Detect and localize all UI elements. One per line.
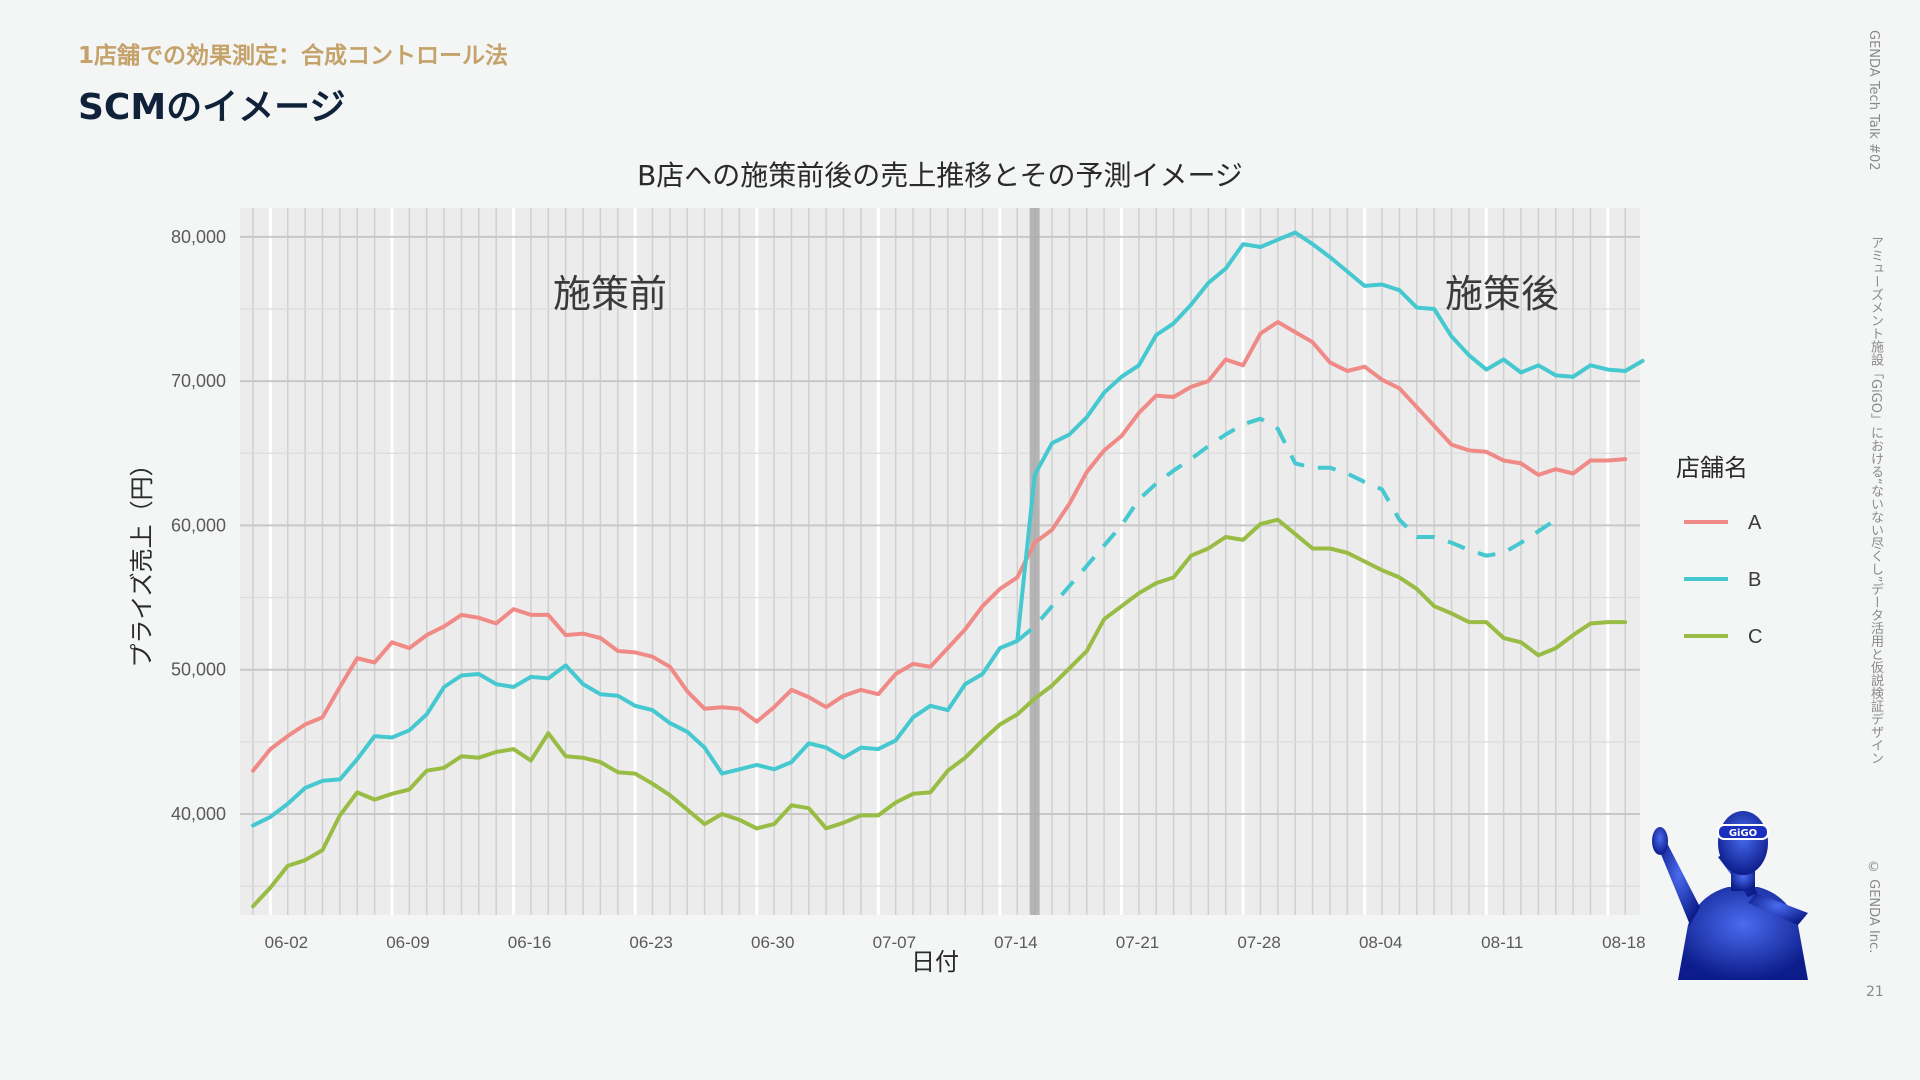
x-tick-label: 07-21	[1116, 933, 1159, 952]
y-tick-label: 80,000	[171, 227, 226, 247]
mascot-image: GiGO	[1652, 811, 1808, 980]
legend-title: 店舗名	[1676, 454, 1748, 482]
y-tick-label: 40,000	[171, 804, 226, 824]
series-line-c	[251, 517, 1628, 909]
plot-background	[240, 208, 1640, 915]
y-tick-label: 50,000	[171, 660, 226, 680]
x-tick-label: 06-16	[508, 933, 551, 952]
x-tick-label: 07-28	[1237, 933, 1280, 952]
chart-title: B店への施策前後の売上推移とその予測イメージ	[637, 159, 1243, 192]
x-tick-label: 08-04	[1359, 933, 1402, 952]
y-tick-label: 60,000	[171, 515, 226, 535]
page-number: 21	[1866, 984, 1884, 1000]
series-line-a	[251, 320, 1628, 773]
legend-label: C	[1748, 626, 1762, 648]
y-tick-label: 70,000	[171, 371, 226, 391]
series-line-b	[251, 230, 1645, 828]
section-subtitle: 1店舗での効果測定：合成コントロール法	[78, 43, 509, 69]
x-tick-label: 06-09	[386, 933, 429, 952]
x-tick-label: 06-30	[751, 933, 794, 952]
annotation-before: 施策前	[553, 272, 667, 316]
copyright: © GENDA Inc.	[1866, 860, 1881, 954]
talk-title: アミューズメント施設「GiGO」における“ないない尽くし”データ活用と仮説検証デ…	[1868, 236, 1883, 765]
mascot-badge: GiGO	[1729, 828, 1757, 839]
legend-label: A	[1748, 512, 1762, 534]
series-line-b-counterfactual	[1016, 416, 1557, 643]
x-tick-label: 06-02	[265, 933, 308, 952]
page-title: SCMのイメージ	[78, 87, 346, 128]
event-name: GENDA Tech Talk #02	[1866, 30, 1881, 171]
x-tick-label: 07-14	[994, 933, 1037, 952]
x-axis-label: 日付	[911, 948, 959, 976]
x-tick-label: 07-07	[873, 933, 916, 952]
annotation-after: 施策後	[1445, 272, 1559, 316]
x-tick-label: 06-23	[629, 933, 672, 952]
x-tick-label: 08-18	[1602, 933, 1645, 952]
y-axis-label: プライズ売上（円）	[128, 452, 156, 667]
x-tick-label: 08-11	[1481, 933, 1523, 952]
legend-label: B	[1748, 569, 1761, 591]
